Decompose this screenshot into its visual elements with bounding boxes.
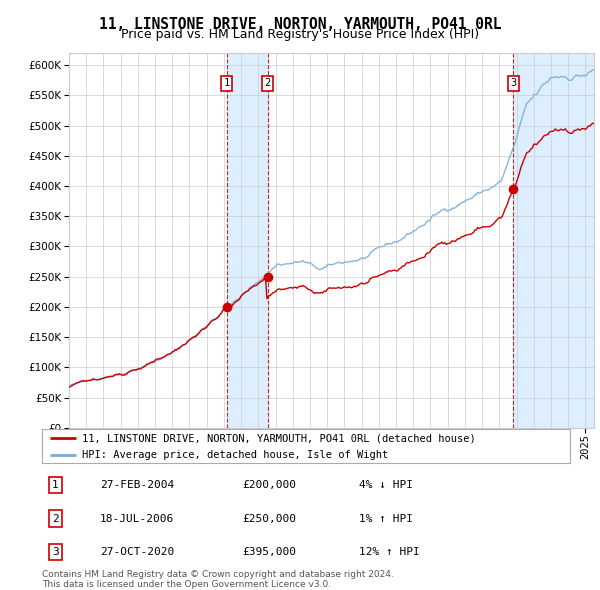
Text: 4% ↓ HPI: 4% ↓ HPI	[359, 480, 413, 490]
Bar	[227, 53, 268, 428]
Text: 2: 2	[52, 513, 59, 523]
Text: £250,000: £250,000	[242, 513, 296, 523]
Text: 3: 3	[52, 547, 59, 557]
Text: 1% ↑ HPI: 1% ↑ HPI	[359, 513, 413, 523]
Text: 3: 3	[511, 78, 517, 88]
Text: 11, LINSTONE DRIVE, NORTON, YARMOUTH, PO41 0RL (detached house): 11, LINSTONE DRIVE, NORTON, YARMOUTH, PO…	[82, 433, 475, 443]
Text: HPI: Average price, detached house, Isle of Wight: HPI: Average price, detached house, Isle…	[82, 450, 388, 460]
Text: Price paid vs. HM Land Registry's House Price Index (HPI): Price paid vs. HM Land Registry's House …	[121, 28, 479, 41]
Text: £200,000: £200,000	[242, 480, 296, 490]
Bar	[514, 53, 594, 428]
Bar	[577, 53, 594, 428]
Text: Contains HM Land Registry data © Crown copyright and database right 2024.
This d: Contains HM Land Registry data © Crown c…	[42, 570, 394, 589]
Text: 2: 2	[265, 78, 271, 88]
Text: 1: 1	[52, 480, 59, 490]
Text: 1: 1	[223, 78, 230, 88]
Text: 27-OCT-2020: 27-OCT-2020	[100, 547, 175, 557]
Text: 12% ↑ HPI: 12% ↑ HPI	[359, 547, 419, 557]
Text: 11, LINSTONE DRIVE, NORTON, YARMOUTH, PO41 0RL: 11, LINSTONE DRIVE, NORTON, YARMOUTH, PO…	[99, 17, 501, 31]
Text: 18-JUL-2006: 18-JUL-2006	[100, 513, 175, 523]
Text: £395,000: £395,000	[242, 547, 296, 557]
Text: 27-FEB-2004: 27-FEB-2004	[100, 480, 175, 490]
